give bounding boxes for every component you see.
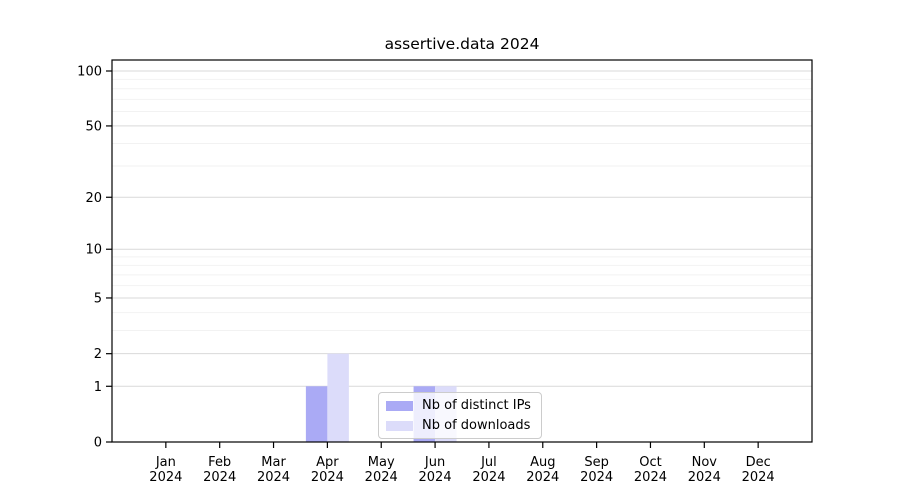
x-tick-label-month: Dec: [746, 455, 771, 470]
x-tick-label-month: May: [368, 455, 395, 470]
x-tick-label-year: 2024: [419, 470, 452, 485]
x-tick-label-month: Jan: [155, 455, 176, 470]
x-tick-label-month: Aug: [530, 455, 555, 470]
x-tick-label-year: 2024: [580, 470, 613, 485]
x-tick-label-month: Sep: [584, 455, 609, 470]
x-tick-label-month: Feb: [208, 455, 231, 470]
legend-label-downloads: Nb of downloads: [422, 418, 531, 433]
y-tick-label: 5: [94, 291, 102, 306]
y-tick-label: 50: [85, 119, 102, 134]
y-tick-label: 100: [77, 65, 102, 80]
x-tick-label-month: Oct: [639, 455, 661, 470]
x-tick-label-year: 2024: [472, 470, 505, 485]
x-tick-label-month: Jun: [424, 455, 445, 470]
x-tick-label-year: 2024: [257, 470, 290, 485]
x-tick-label-year: 2024: [149, 470, 182, 485]
x-tick-label-month: Mar: [261, 455, 286, 470]
x-tick-label-year: 2024: [203, 470, 236, 485]
y-tick-label: 10: [85, 243, 102, 258]
y-tick-label: 20: [85, 191, 102, 206]
y-tick-label: 1: [94, 380, 102, 395]
bar-downloads-apr: [327, 353, 349, 442]
x-tick-label-month: Jul: [480, 455, 497, 470]
x-tick-label-year: 2024: [311, 470, 344, 485]
bar-distinct-ips-apr: [305, 386, 328, 442]
legend: Nb of distinct IPs Nb of downloads: [378, 392, 542, 439]
x-tick-label-year: 2024: [742, 470, 775, 485]
y-tick-label: 0: [94, 436, 102, 451]
legend-item-distinct-ips: Nb of distinct IPs: [386, 398, 531, 413]
y-tick-label: 2: [94, 347, 102, 362]
x-tick-label-year: 2024: [634, 470, 667, 485]
chart-title: assertive.data 2024: [384, 35, 540, 53]
x-tick-label-month: Nov: [692, 455, 718, 470]
plot-frame: [111, 59, 813, 443]
legend-item-downloads: Nb of downloads: [386, 418, 531, 433]
legend-label-distinct-ips: Nb of distinct IPs: [422, 398, 531, 413]
legend-swatch-downloads: [386, 420, 413, 431]
x-tick-label-month: Apr: [316, 455, 339, 470]
x-tick-label-year: 2024: [526, 470, 559, 485]
x-tick-label-year: 2024: [688, 470, 721, 485]
legend-swatch-distinct-ips: [386, 400, 413, 411]
x-tick-label-year: 2024: [365, 470, 398, 485]
